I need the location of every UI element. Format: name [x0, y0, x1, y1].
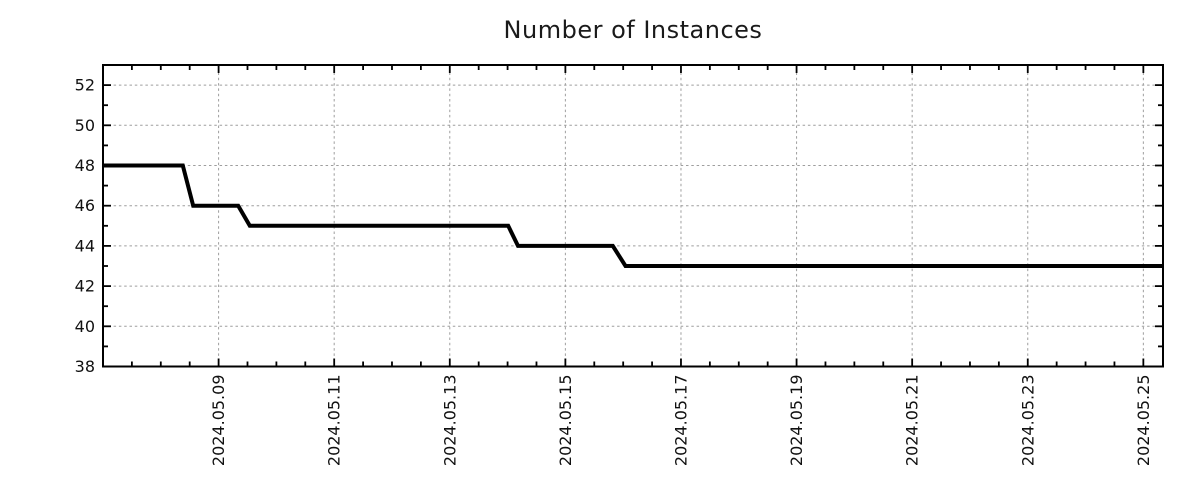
series-line	[103, 163, 1163, 268]
y-tick-label: 44	[75, 236, 95, 255]
y-tick-label: 42	[75, 277, 95, 296]
x-tick-label: 2024.05.09	[209, 375, 228, 467]
y-tick-label: 40	[75, 317, 95, 336]
y-tick-label: 46	[75, 196, 95, 215]
x-tick-label: 2024.05.19	[787, 375, 806, 467]
x-tick-label: 2024.05.17	[671, 375, 690, 467]
x-tick-label: 2024.05.15	[556, 375, 575, 467]
y-tick-label: 48	[75, 156, 95, 175]
y-tick-label: 38	[75, 357, 95, 376]
x-tick-label: 2024.05.25	[1134, 375, 1153, 467]
y-tick-label: 52	[75, 76, 95, 95]
x-tick-label: 2024.05.11	[325, 375, 344, 467]
y-tick-label: 50	[75, 116, 95, 135]
x-tick-label: 2024.05.21	[903, 375, 922, 467]
plot-border	[102, 64, 1164, 368]
x-tick-label: 2024.05.23	[1018, 375, 1037, 467]
chart-title: Number of Instances	[503, 16, 763, 44]
x-tick-label: 2024.05.13	[440, 374, 459, 466]
